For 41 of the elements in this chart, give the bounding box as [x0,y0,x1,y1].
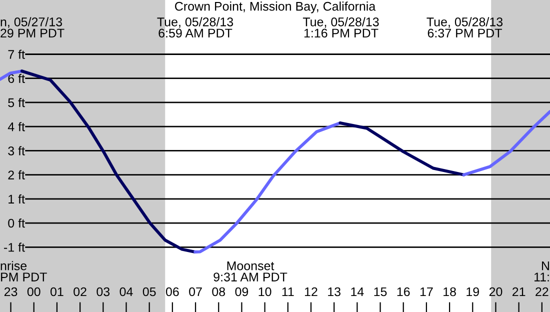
annotation: Tue, 05/28/13 6:37 PM PDT [426,17,503,38]
x-tick-label: 14 [351,287,364,296]
x-tick-label: 19 [466,287,479,296]
annotation: Tue, 05/28/13 6:59 AM PDT [157,17,234,38]
x-tick-label: 09 [235,287,248,296]
y-tick-label: 4 ft [8,122,25,132]
x-tick-label: 08 [212,287,226,296]
y-tick-label: 7 ft [8,50,25,59]
x-tick-label: 02 [74,287,86,296]
x-tick-label: 17 [420,287,433,296]
y-tick-label: 3 ft [8,146,25,156]
y-tick-label: 2 ft [8,170,25,180]
x-tick-label: 07 [189,287,202,296]
x-tick-label: 11 [282,287,294,296]
x-tick-label: 20 [489,287,502,296]
x-tick-label: 03 [96,287,110,296]
chart-title: Crown Point, Mission Bay, California [175,2,376,14]
y-tick-label: 6 ft [8,74,25,84]
y-tick-label: 1 ft [8,194,25,204]
x-tick-label: 06 [166,287,179,296]
annotation: N 11: [534,262,549,282]
x-tick-label: 23 [4,287,18,296]
x-tick-label: 05 [142,287,156,296]
x-tick-label: 00 [27,287,40,296]
x-tick-label: 22 [536,287,548,296]
x-tick-label: 16 [397,287,410,296]
annotation: Moonset 9:31 AM PDT [214,262,288,282]
x-tick-label: 18 [444,287,456,296]
x-tick-label: 12 [304,287,318,296]
annotation: nrise PM PDT [0,261,47,282]
annotation: Tue, 05/28/13 1:16 PM PDT [302,17,379,38]
y-tick-label: -1 ft [4,242,25,252]
x-tick-label: 04 [120,287,133,296]
x-tick-label: 15 [374,287,387,296]
annotation: n, 05/27/13 29 PM PDT [0,17,64,38]
x-tick-label: 21 [512,287,526,296]
y-tick-label: 5 ft [8,98,25,108]
x-tick-label: 10 [258,287,272,296]
x-tick-label: 13 [328,287,340,296]
y-tick-label: 0 ft [8,218,25,228]
x-tick-label: 01 [50,287,64,296]
